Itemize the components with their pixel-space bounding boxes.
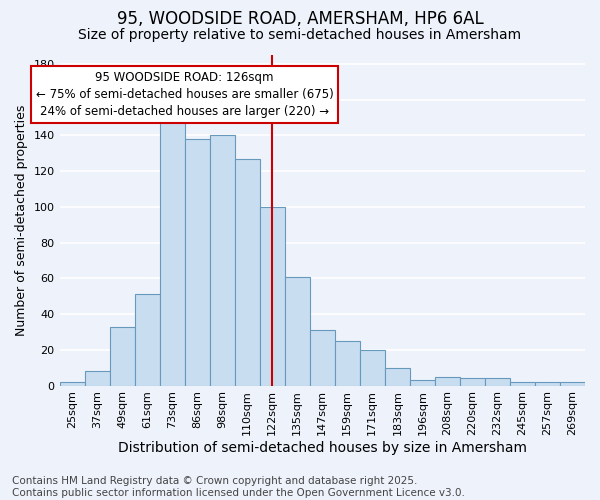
Bar [510, 382, 535, 386]
Bar [310, 330, 335, 386]
Bar [285, 276, 310, 386]
Bar [185, 139, 209, 386]
Bar [209, 136, 235, 386]
Bar [260, 207, 285, 386]
Text: 95 WOODSIDE ROAD: 126sqm
← 75% of semi-detached houses are smaller (675)
24% of : 95 WOODSIDE ROAD: 126sqm ← 75% of semi-d… [36, 71, 334, 118]
Bar [485, 378, 510, 386]
Bar [335, 341, 360, 386]
Bar [460, 378, 485, 386]
Bar [85, 372, 110, 386]
Bar [59, 382, 85, 386]
Bar [160, 116, 185, 386]
Bar [535, 382, 560, 386]
Bar [410, 380, 435, 386]
Bar [360, 350, 385, 386]
Bar [110, 326, 134, 386]
Text: Size of property relative to semi-detached houses in Amersham: Size of property relative to semi-detach… [79, 28, 521, 42]
Text: 95, WOODSIDE ROAD, AMERSHAM, HP6 6AL: 95, WOODSIDE ROAD, AMERSHAM, HP6 6AL [116, 10, 484, 28]
Bar [134, 294, 160, 386]
X-axis label: Distribution of semi-detached houses by size in Amersham: Distribution of semi-detached houses by … [118, 441, 527, 455]
Bar [385, 368, 410, 386]
Y-axis label: Number of semi-detached properties: Number of semi-detached properties [15, 104, 28, 336]
Text: Contains HM Land Registry data © Crown copyright and database right 2025.
Contai: Contains HM Land Registry data © Crown c… [12, 476, 465, 498]
Bar [235, 158, 260, 386]
Bar [560, 382, 585, 386]
Bar [435, 376, 460, 386]
